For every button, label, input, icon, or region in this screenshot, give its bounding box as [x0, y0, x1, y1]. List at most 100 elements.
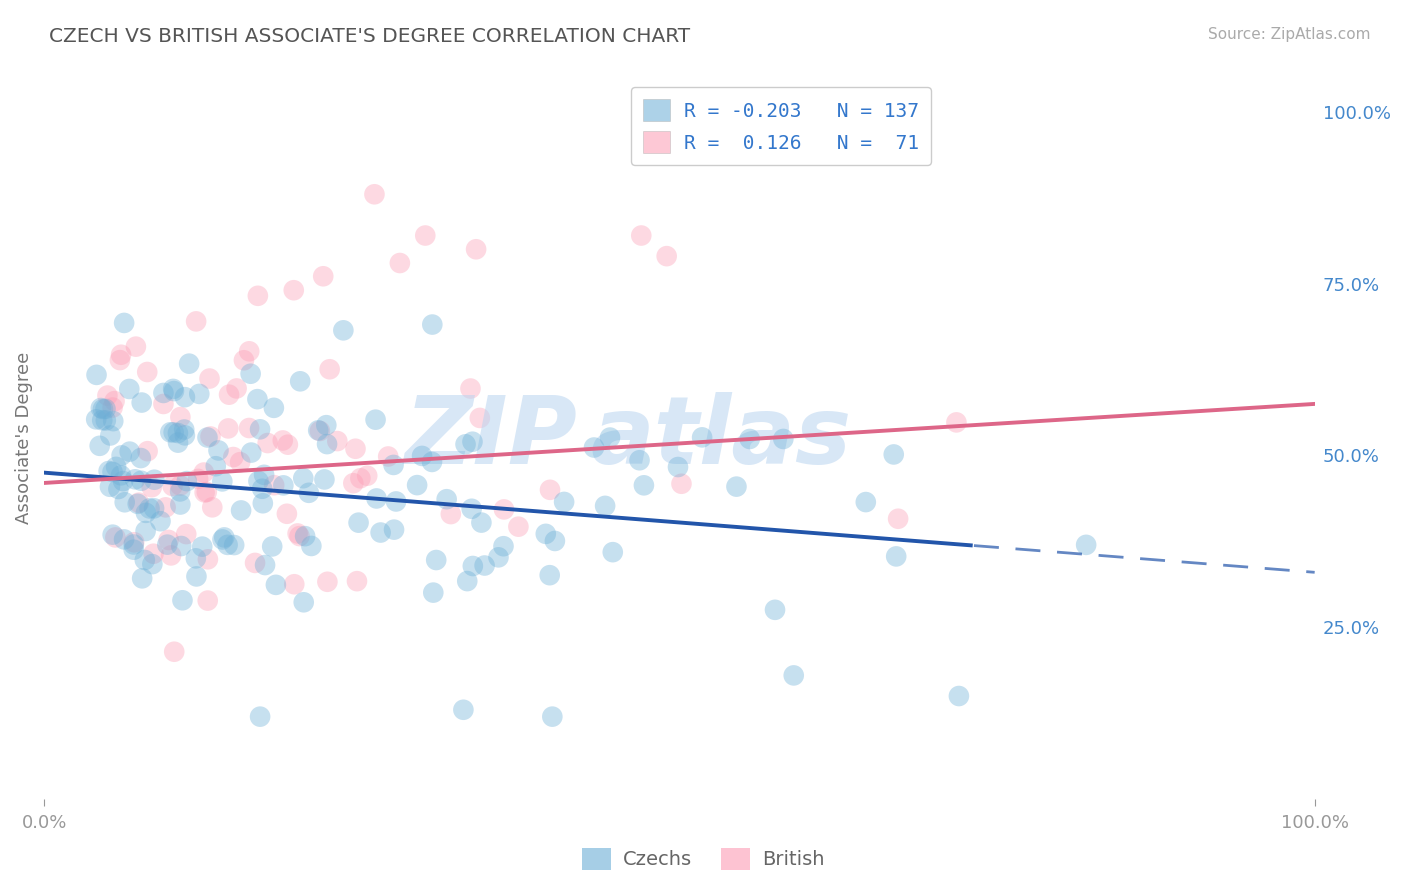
Point	[470, 516, 492, 530]
Point	[98, 428, 121, 442]
Point	[103, 414, 125, 428]
Point	[288, 529, 311, 543]
Point	[887, 512, 910, 526]
Point	[738, 432, 761, 446]
Point	[141, 480, 163, 494]
Point	[201, 500, 224, 515]
Point	[84, 412, 107, 426]
Point	[101, 465, 124, 479]
Point	[94, 401, 117, 416]
Point	[440, 507, 463, 521]
Point	[273, 478, 295, 492]
Point	[465, 242, 488, 256]
Point	[217, 538, 239, 552]
Point	[162, 479, 184, 493]
Point	[207, 443, 229, 458]
Point	[454, 437, 477, 451]
Point	[342, 476, 364, 491]
Point	[118, 444, 141, 458]
Point	[122, 537, 145, 551]
Point	[461, 434, 484, 449]
Point	[238, 421, 260, 435]
Point	[169, 484, 191, 499]
Point	[292, 595, 315, 609]
Point	[101, 401, 124, 415]
Point	[191, 540, 214, 554]
Text: atlas: atlas	[591, 392, 852, 484]
Point	[108, 353, 131, 368]
Point	[420, 318, 443, 332]
Point	[276, 507, 298, 521]
Point	[277, 438, 299, 452]
Point	[218, 387, 240, 401]
Point	[243, 556, 266, 570]
Point	[538, 483, 561, 497]
Point	[103, 394, 125, 409]
Point	[134, 553, 156, 567]
Point	[162, 382, 184, 396]
Point	[198, 371, 221, 385]
Point	[456, 574, 478, 588]
Point	[312, 269, 335, 284]
Point	[197, 430, 219, 444]
Point	[422, 585, 444, 599]
Point	[90, 401, 112, 415]
Point	[406, 478, 429, 492]
Point	[263, 478, 285, 492]
Point	[195, 485, 218, 500]
Point	[222, 450, 245, 464]
Point	[508, 519, 530, 533]
Point	[249, 709, 271, 723]
Point	[125, 340, 148, 354]
Point	[204, 459, 226, 474]
Point	[135, 524, 157, 538]
Point	[363, 187, 385, 202]
Point	[211, 475, 233, 489]
Point	[382, 458, 405, 472]
Point	[240, 445, 263, 459]
Point	[349, 471, 371, 485]
Point	[143, 501, 166, 516]
Point	[347, 516, 370, 530]
Point	[200, 429, 222, 443]
Point	[96, 388, 118, 402]
Point	[544, 533, 567, 548]
Point	[671, 476, 693, 491]
Point	[290, 374, 312, 388]
Text: Source: ZipAtlas.com: Source: ZipAtlas.com	[1208, 27, 1371, 42]
Point	[492, 539, 515, 553]
Point	[283, 283, 305, 297]
Point	[136, 444, 159, 458]
Point	[388, 256, 411, 270]
Point	[163, 384, 186, 398]
Legend: R = -0.203   N = 137, R =  0.126   N =  71: R = -0.203 N = 137, R = 0.126 N = 71	[631, 87, 931, 165]
Point	[460, 501, 482, 516]
Legend: Czechs, British: Czechs, British	[574, 839, 832, 878]
Point	[246, 289, 269, 303]
Point	[538, 568, 561, 582]
Point	[142, 547, 165, 561]
Point	[163, 645, 186, 659]
Point	[160, 549, 183, 563]
Point	[690, 430, 713, 444]
Point	[238, 344, 260, 359]
Point	[188, 387, 211, 401]
Text: ZIP: ZIP	[405, 392, 578, 484]
Point	[264, 578, 287, 592]
Point	[101, 527, 124, 541]
Point	[110, 449, 132, 463]
Point	[138, 501, 160, 516]
Point	[107, 482, 129, 496]
Point	[318, 362, 340, 376]
Point	[262, 540, 284, 554]
Point	[91, 402, 114, 417]
Point	[135, 506, 157, 520]
Point	[179, 357, 201, 371]
Point	[436, 492, 458, 507]
Point	[156, 538, 179, 552]
Point	[299, 539, 322, 553]
Point	[593, 499, 616, 513]
Point	[346, 574, 368, 589]
Point	[174, 390, 197, 404]
Point	[91, 413, 114, 427]
